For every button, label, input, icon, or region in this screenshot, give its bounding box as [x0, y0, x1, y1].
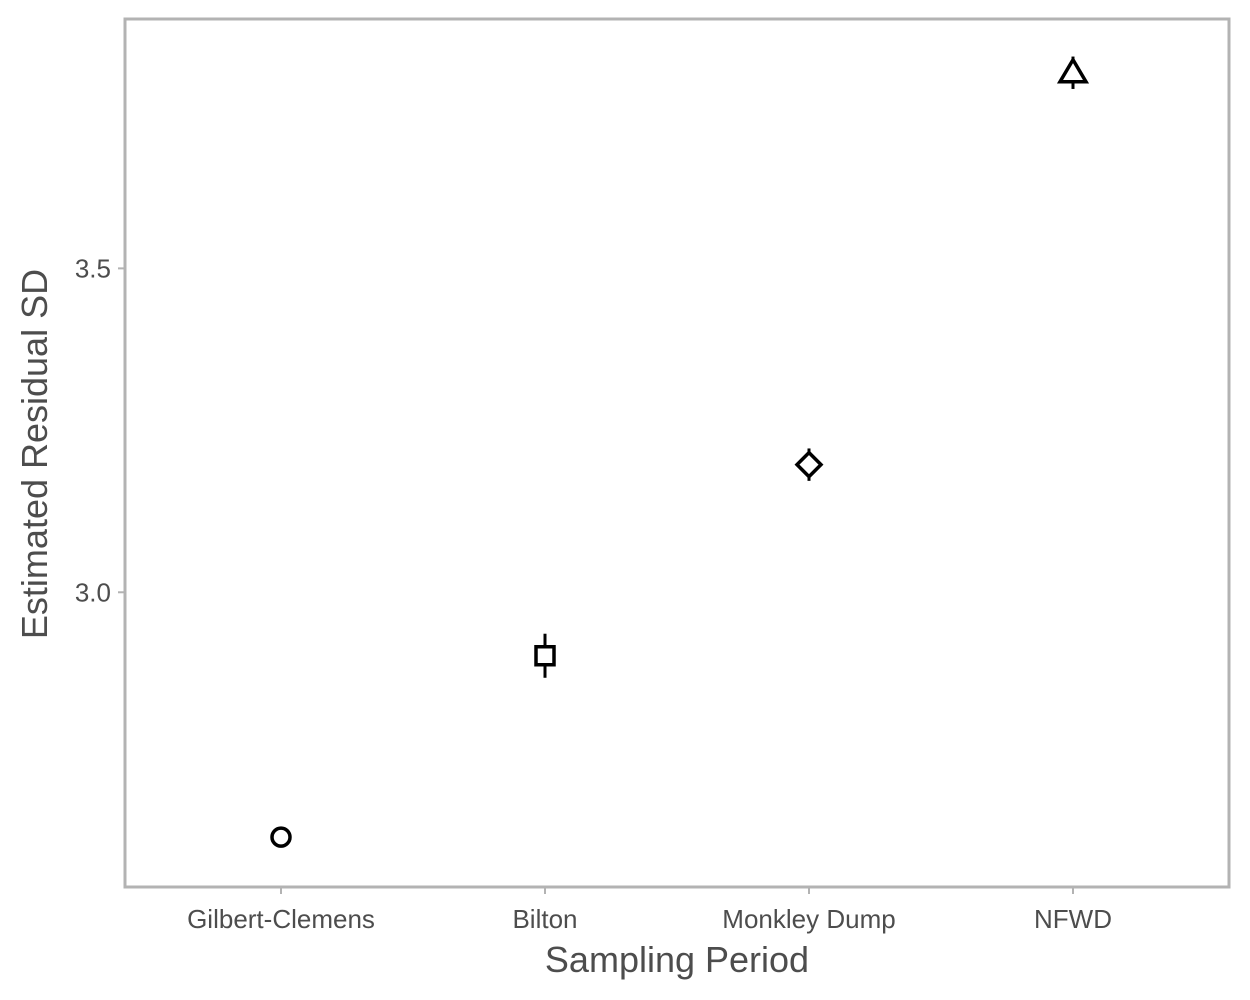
- y-axis-title: Estimated Residual SD: [14, 269, 55, 639]
- x-tick-label: NFWD: [1034, 904, 1112, 934]
- data-point: [270, 826, 292, 848]
- y-tick-label: 3.0: [75, 577, 111, 607]
- triangle-marker: [1056, 56, 1090, 84]
- x-axis: Gilbert-Clemens Bilton Monkley Dump NFWD: [187, 887, 1112, 934]
- data-point: [534, 633, 556, 678]
- data-points: [270, 56, 1090, 848]
- x-tick-label: Monkley Dump: [722, 904, 895, 934]
- y-tick-label: 3.5: [75, 253, 111, 283]
- x-tick-label: Bilton: [512, 904, 577, 934]
- x-axis-title: Sampling Period: [545, 939, 809, 980]
- diamond-marker: [794, 450, 824, 480]
- data-point: [794, 448, 824, 481]
- square-marker: [534, 644, 556, 667]
- x-tick-label: Gilbert-Clemens: [187, 904, 375, 934]
- panel-border: [123, 17, 1231, 889]
- circle-marker: [270, 826, 292, 848]
- y-axis: 3.0 3.5: [75, 253, 125, 607]
- plot-panel: [123, 17, 1231, 889]
- data-point: [1056, 56, 1090, 89]
